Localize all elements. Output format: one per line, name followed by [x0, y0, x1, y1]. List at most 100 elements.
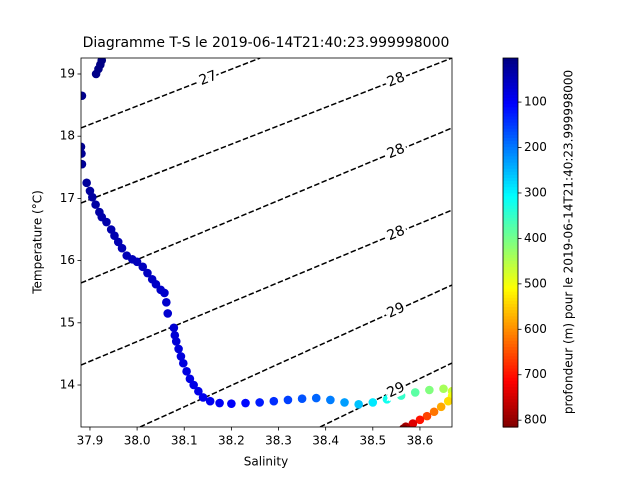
colorbar-segment	[503, 141, 518, 145]
colorbar-segment	[503, 64, 518, 68]
axes-layer: 37.9 38.0 38.1 38.2 38.3 38.4 38.5 38.6 14 15 16 17…	[60, 57, 547, 448]
point-layer	[81, 58, 452, 427]
colorbar-segment	[503, 205, 518, 210]
scatter-point	[88, 192, 97, 202]
colorbar-segment	[503, 113, 518, 118]
scatter-point	[91, 69, 101, 79]
scatter-point	[132, 257, 142, 267]
scatter-point	[255, 398, 264, 407]
colorbar-tick-label: 700	[524, 367, 547, 381]
colorbar-segment	[503, 297, 518, 302]
x-tick-label: 38.5	[359, 434, 386, 448]
x-tick-label: 38.3	[265, 434, 292, 448]
colorbar-tick-label: 500	[524, 276, 547, 290]
colorbar-segment	[503, 73, 518, 78]
scatter-point	[410, 388, 420, 397]
colorbar-segment	[503, 377, 518, 382]
colorbar-segment	[503, 319, 518, 324]
colorbar-segment	[503, 79, 518, 84]
scatter-point	[425, 385, 434, 395]
colorbar-segment	[503, 310, 518, 314]
colorbar-segment	[503, 356, 518, 360]
colorbar-segment	[503, 211, 518, 216]
colorbar-segment	[503, 174, 518, 179]
scatter-point	[205, 396, 215, 406]
scatter-point	[169, 323, 179, 333]
colorbar-segment	[503, 97, 518, 102]
colorbar-segment	[503, 359, 518, 364]
colorbar-segment	[503, 131, 518, 136]
colorbar-segment	[503, 350, 518, 354]
colorbar-segment	[503, 128, 518, 133]
colorbar-segment	[503, 368, 518, 373]
scatter-point	[354, 399, 363, 409]
colorbar-segment	[503, 134, 518, 139]
colorbar-segment	[503, 316, 518, 320]
scatter-point	[185, 374, 195, 384]
colorbar-segment	[503, 380, 518, 385]
y-tick-label: 15	[60, 315, 75, 329]
colorbar-segment	[503, 331, 518, 336]
colorbar-segment	[503, 337, 518, 342]
isopycnal-line	[81, 209, 452, 366]
colorbar-segment	[503, 125, 518, 130]
scatter-point	[269, 396, 279, 406]
colorbar-segment	[503, 313, 518, 317]
scatter-point	[189, 380, 198, 390]
scatter-point	[443, 396, 452, 406]
colorbar-segment	[503, 273, 518, 277]
chart-title: Diagramme T-S le 2019-06-14T21:40:23.999…	[83, 35, 450, 51]
colorbar-segment	[503, 353, 518, 357]
y-tick-label: 14	[60, 378, 75, 392]
colorbar-segment	[503, 423, 518, 428]
colorbar-segment	[503, 193, 518, 197]
scatter-point	[174, 344, 183, 354]
colorbar-segment	[503, 251, 518, 256]
colorbar-segment	[503, 325, 518, 330]
colorbar-segment	[503, 288, 518, 293]
scatter-point	[227, 399, 236, 408]
colorbar-tick-label: 200	[524, 140, 547, 154]
scatter-point	[194, 386, 203, 396]
colorbar-segment	[503, 282, 518, 287]
colorbar-segment	[503, 340, 518, 345]
plot-frame	[80, 57, 453, 428]
scatter-point	[82, 178, 91, 188]
scatter-point	[429, 407, 439, 417]
colorbar-label: profondeur (m) pour le 2019-06-14T21:40:…	[562, 70, 576, 414]
colorbar-segment	[503, 107, 518, 111]
colorbar-segment	[503, 276, 518, 280]
colorbar-segment	[503, 144, 518, 148]
colorbar-segment	[503, 208, 518, 213]
colorbar-segment	[503, 196, 518, 201]
colorbar-segment	[503, 365, 518, 370]
colorbar-segment	[503, 122, 518, 127]
colorbar-segment	[503, 374, 518, 379]
y-tick-label: 17	[60, 191, 75, 205]
scatter-point	[81, 149, 86, 158]
scatter-point	[81, 159, 87, 169]
colorbar-segment	[503, 264, 518, 268]
colorbar-segment	[503, 328, 518, 333]
scatter-point	[326, 395, 335, 405]
colorbar-segment	[503, 181, 518, 185]
scatter-point	[368, 398, 378, 407]
colorbar-segment	[503, 88, 518, 93]
colorbar-segment	[503, 224, 518, 228]
colorbar-segment	[503, 408, 518, 413]
colorbar-segment	[503, 411, 518, 416]
colorbar-segment	[503, 405, 518, 410]
x-tick-label: 38.0	[124, 434, 151, 448]
colorbar-segment	[503, 187, 518, 191]
scatter-point	[283, 395, 293, 405]
scatter-point	[422, 411, 432, 421]
colorbar-segment	[503, 239, 518, 244]
colorbar-segment	[503, 420, 518, 425]
colorbar-segment	[503, 217, 518, 222]
colorbar-segment	[503, 150, 518, 154]
colorbar-segment	[503, 177, 518, 182]
colorbar-segment	[503, 257, 518, 262]
colorbar-segment	[503, 396, 518, 400]
scatter-point	[178, 358, 188, 368]
colorbar-tick-label: 300	[524, 185, 547, 199]
